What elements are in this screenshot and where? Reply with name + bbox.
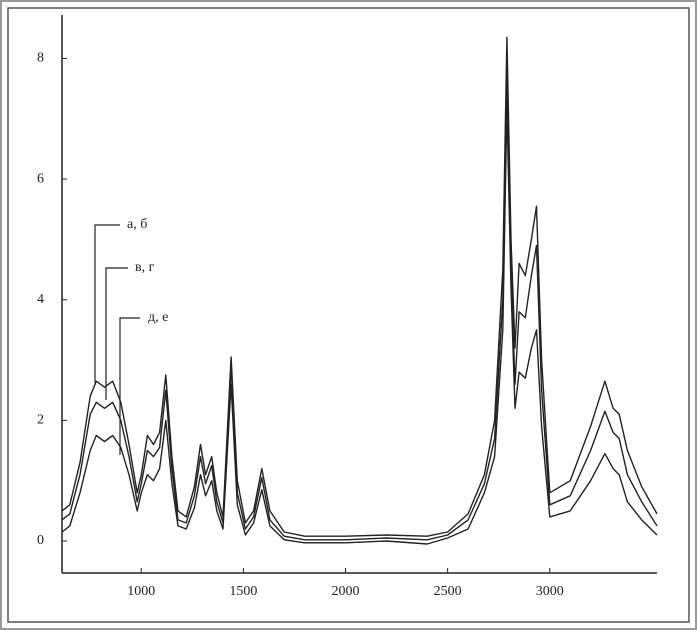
annotation: в, г [135,260,155,275]
annotation-leaders [94,224,140,455]
y-tick-label: 4 [37,292,44,307]
y-tick-label: 8 [37,51,44,66]
spectrum-line [61,106,658,545]
y-tick-label: 2 [37,413,44,428]
spectrum-line [61,36,658,537]
y-tick-label: 6 [37,171,44,186]
x-tick-label: 2500 [434,584,462,599]
y-tick-label: 0 [37,533,44,548]
spectrum-line [61,69,658,541]
x-tick-label: 1500 [229,584,257,599]
leader-line [94,224,120,383]
inner-frame [7,7,690,623]
annotation: д, е [148,310,168,325]
annotation: а, б [127,217,147,232]
x-tick-label: 3000 [536,584,564,599]
x-tick-label: 2000 [332,584,360,599]
x-tick-label: 1000 [127,584,155,599]
leader-line [119,317,140,455]
leader-line [105,267,128,400]
